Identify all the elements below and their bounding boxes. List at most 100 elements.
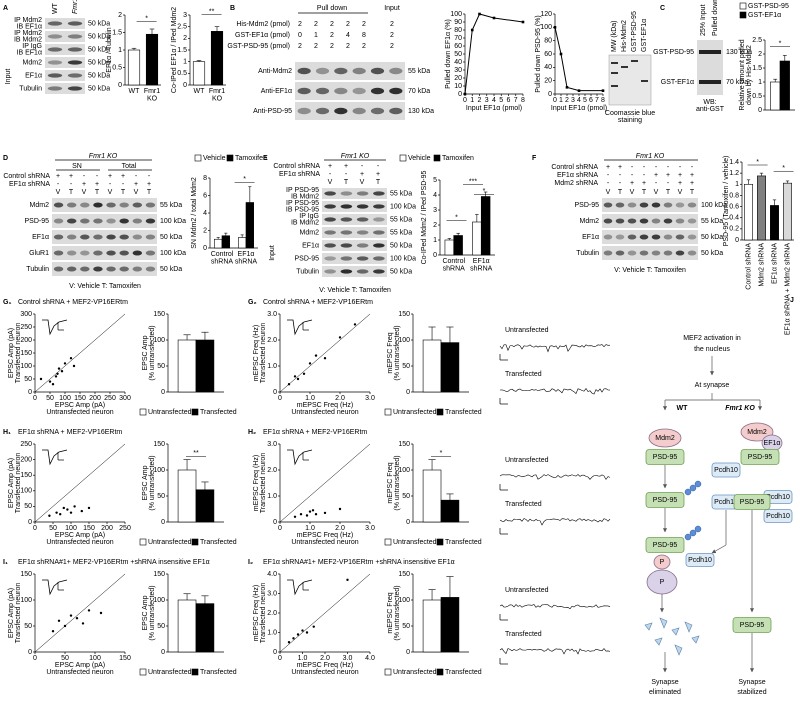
- marker: [463, 92, 467, 96]
- panel-label: C: [660, 5, 665, 12]
- sign: +: [678, 172, 682, 179]
- bar: [440, 499, 460, 523]
- band: [66, 234, 77, 240]
- band: [145, 266, 156, 272]
- legend-swatch: [436, 408, 444, 416]
- legend-label: Vehicle: [203, 155, 226, 162]
- psd95-label: PSD-95: [740, 499, 765, 506]
- band: [119, 234, 129, 240]
- band: [352, 67, 366, 75]
- band: [639, 202, 649, 208]
- lane-label: His-Mdm2: [621, 20, 628, 52]
- sign: -: [83, 173, 86, 180]
- pcdh10-label: Pcdh10: [714, 499, 738, 506]
- point: [308, 510, 312, 513]
- blot: [602, 198, 698, 212]
- point: [353, 323, 357, 326]
- y-tick-label: 0: [161, 649, 165, 656]
- y-tick-label: 150: [398, 311, 410, 318]
- point: [57, 367, 61, 370]
- band: [132, 202, 143, 208]
- gel-band: [631, 60, 638, 62]
- y-tick-label: 150: [398, 441, 410, 448]
- band: [373, 191, 385, 196]
- y-tick-label: 300: [20, 311, 32, 318]
- fragment: [659, 617, 668, 629]
- panel-label: G₂: [248, 299, 257, 306]
- band: [615, 202, 625, 208]
- y-tick-label: 0: [273, 519, 277, 526]
- band: [627, 234, 637, 240]
- bar: [221, 235, 230, 249]
- outcome: stabilized: [737, 689, 766, 696]
- point: [338, 507, 342, 511]
- blot-label: IP Mdm2: [14, 17, 42, 24]
- significance: *: [440, 450, 443, 457]
- band: [53, 250, 64, 256]
- kda-label: 100 kDa: [701, 202, 727, 209]
- band: [639, 250, 649, 256]
- point: [296, 377, 300, 381]
- caption: Coomassie blue: [605, 110, 655, 117]
- mdm2: [648, 428, 682, 448]
- bar: [744, 183, 753, 241]
- legend-label: Transfected: [200, 409, 237, 416]
- x-axis-label: Input EF1α (pmol): [551, 105, 607, 112]
- kda-label: 100 kDa: [160, 250, 186, 257]
- blot-label: IB Mdm2: [291, 194, 319, 201]
- y-tick-label: 0: [28, 519, 32, 526]
- fragment: [691, 635, 700, 644]
- trace: [499, 604, 611, 610]
- band: [687, 218, 697, 224]
- point: [99, 611, 103, 615]
- gel-band: [611, 72, 618, 74]
- sign: -: [619, 172, 622, 179]
- unity-line: [279, 313, 371, 393]
- kda-label: 50 kDa: [88, 46, 110, 53]
- lane-label: 25% Input: [700, 4, 707, 36]
- y-axis-label: SN Mdm2 / total Mdm2: [191, 177, 198, 249]
- panel-title: EF1α shRNA#1+ MEF2-VP16ERtm +shRNA insen…: [263, 559, 455, 566]
- condition-label: Control shRNA: [3, 173, 50, 180]
- x-tick-label: 0: [278, 525, 282, 532]
- bar: [770, 205, 779, 241]
- x-axis-label: Untransfected neuron: [46, 409, 113, 416]
- sign: +: [630, 180, 634, 187]
- bar: [195, 339, 215, 393]
- band: [370, 67, 385, 75]
- lane-label: MW (kDa): [611, 21, 618, 53]
- y-tick-label: 1.5: [752, 65, 762, 72]
- gel-band: [641, 80, 648, 82]
- bar: [127, 49, 141, 86]
- sign: +: [618, 164, 622, 171]
- y-tick-label: 1: [118, 47, 122, 54]
- y-tick-label: 100: [153, 467, 165, 474]
- x-tick-label: 200: [101, 525, 113, 532]
- bar: [177, 469, 197, 523]
- blot-label: IB EF1α: [17, 50, 42, 57]
- legend-swatch: [739, 11, 747, 19]
- lane-label: T: [666, 189, 671, 196]
- x-tick-label: 4: [577, 97, 581, 104]
- blot: [322, 227, 387, 238]
- legend-swatch: [226, 154, 234, 162]
- marker: [601, 89, 605, 92]
- lane-label: V: [654, 189, 659, 196]
- band: [67, 34, 83, 39]
- y-tick-label: 1.5: [177, 47, 187, 54]
- band: [687, 250, 697, 256]
- point: [73, 505, 76, 508]
- y-tick-label: 150: [20, 472, 32, 479]
- point: [293, 375, 297, 378]
- psd95: [645, 449, 685, 465]
- bar: [145, 33, 159, 86]
- blot-label: IP IgG: [22, 43, 42, 50]
- x-tick-label: Control shRNA: [442, 258, 465, 273]
- y-tick-label: 3.0: [267, 311, 277, 318]
- band: [373, 230, 385, 235]
- inset-trace: [42, 579, 68, 596]
- y-tick-label: 0.5: [112, 64, 122, 71]
- legend-label: Transfected: [200, 539, 237, 546]
- bar: [422, 599, 442, 653]
- point: [299, 513, 303, 516]
